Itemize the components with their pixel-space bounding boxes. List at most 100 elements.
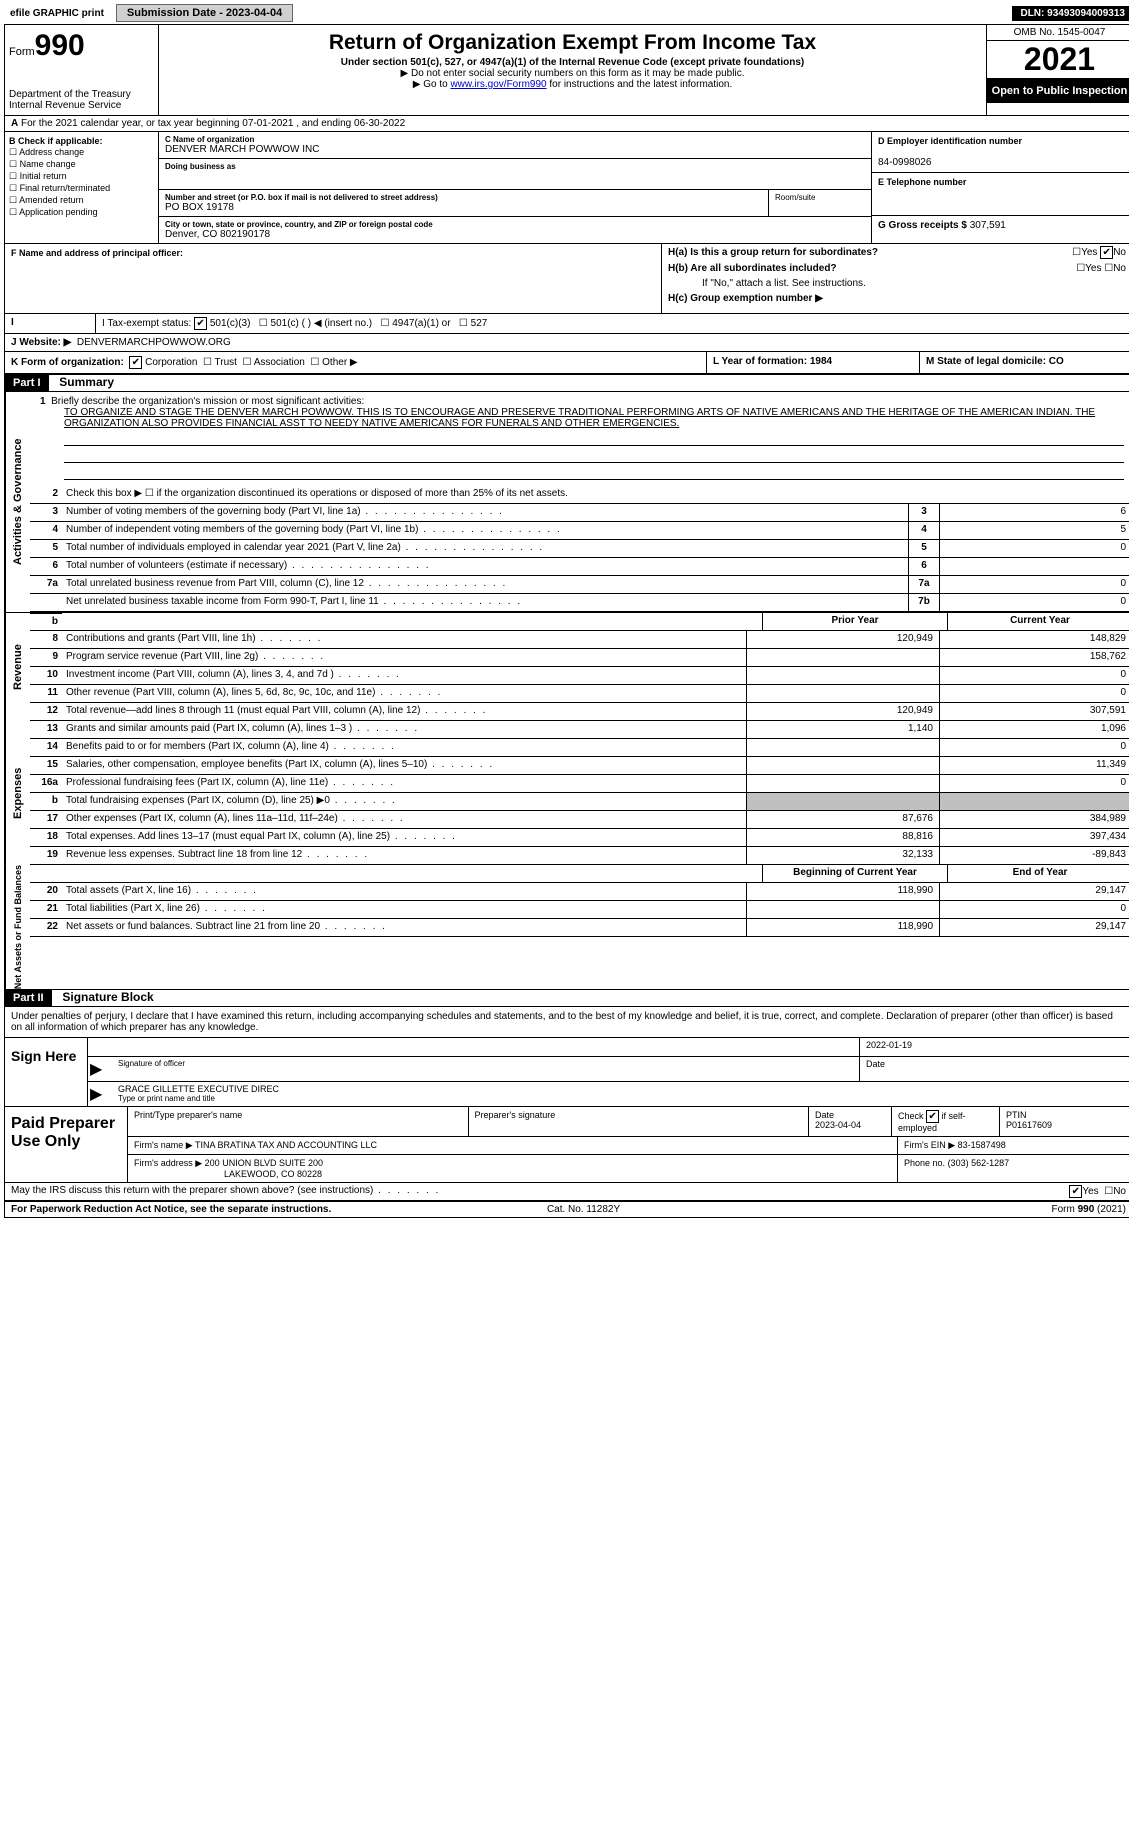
chk-application-pending[interactable]: Application pending xyxy=(9,207,154,218)
gov-line-5: 5Total number of individuals employed in… xyxy=(30,540,1129,558)
officer-value xyxy=(11,259,655,309)
chk-final-return[interactable]: Final return/terminated xyxy=(9,183,154,194)
dba-label: Doing business as xyxy=(165,162,865,171)
form-note-1: ▶ Do not enter social security numbers o… xyxy=(167,68,978,79)
officer-label: F Name and address of principal officer: xyxy=(11,248,183,258)
cat-number: Cat. No. 11282Y xyxy=(547,1204,620,1215)
form-container: Form990 Department of the Treasury Inter… xyxy=(4,24,1129,1218)
row-a-prefix: A xyxy=(11,118,18,129)
prep-h3: Date xyxy=(815,1110,834,1120)
declaration-text: Under penalties of perjury, I declare th… xyxy=(5,1007,1129,1038)
part1-badge: Part I xyxy=(5,375,49,391)
exp-line-15: 15Salaries, other compensation, employee… xyxy=(30,757,1129,775)
org-name-label: C Name of organization xyxy=(165,135,865,144)
exp-line-14: 14Benefits paid to or for members (Part … xyxy=(30,739,1129,757)
chk-501c3[interactable] xyxy=(194,317,207,330)
form-subtitle: Under section 501(c), 527, or 4947(a)(1)… xyxy=(167,57,978,68)
expenses-section: Expenses 13Grants and similar amounts pa… xyxy=(5,721,1129,865)
rev-line-10: 10Investment income (Part VIII, column (… xyxy=(30,667,1129,685)
line2-text: Check this box ▶ ☐ if the organization d… xyxy=(62,486,1129,503)
discuss-yn: Yes ☐No xyxy=(940,1183,1129,1200)
name-title-cap: Type or print name and title xyxy=(118,1094,1126,1103)
prep-h1: Print/Type preparer's name xyxy=(134,1110,242,1120)
ein-label: D Employer identification number xyxy=(878,136,1126,146)
form-ref: Form 990 (2021) xyxy=(1051,1204,1125,1215)
gov-line-6: 6Total number of volunteers (estimate if… xyxy=(30,558,1129,576)
side-net-assets: Net Assets or Fund Balances xyxy=(5,865,30,989)
col-b-checkboxes: B Check if applicable: Address change Na… xyxy=(5,132,159,243)
na-header-row: Beginning of Current Year End of Year xyxy=(30,865,1129,883)
opt-4947: 4947(a)(1) or xyxy=(392,318,450,329)
top-bar: efile GRAPHIC print Submission Date - 20… xyxy=(4,4,1129,22)
prep-date: 2023-04-04 xyxy=(815,1120,861,1130)
part2-header: Part II Signature Block xyxy=(5,989,1129,1007)
chk-initial-return[interactable]: Initial return xyxy=(9,171,154,182)
na-line-20: 20Total assets (Part X, line 16)118,9902… xyxy=(30,883,1129,901)
form-org-label: K Form of organization: xyxy=(11,357,124,368)
h-a-label: H(a) Is this a group return for subordin… xyxy=(668,247,878,258)
note2-pre: ▶ Go to xyxy=(413,79,451,90)
dln-label: DLN: 93493094009313 xyxy=(1012,6,1129,21)
submission-date-button[interactable]: Submission Date - 2023-04-04 xyxy=(116,4,293,22)
mission-blank-3 xyxy=(64,465,1124,480)
opt-trust: Trust xyxy=(215,357,237,368)
part1-title: Summary xyxy=(51,375,114,389)
irs-link[interactable]: www.irs.gov/Form990 xyxy=(450,79,546,90)
firm-addr1: 200 UNION BLVD SUITE 200 xyxy=(205,1158,323,1168)
opt-501c: 501(c) ( ) ◀ (insert no.) xyxy=(271,318,373,329)
na-line-21: 21Total liabilities (Part X, line 26)0 xyxy=(30,901,1129,919)
rev-line-8: 8Contributions and grants (Part VIII, li… xyxy=(30,631,1129,649)
city-value: Denver, CO 802190178 xyxy=(165,229,270,240)
officer-name: GRACE GILLETTE EXECUTIVE DIREC xyxy=(118,1084,279,1094)
firm-addr2: LAKEWOOD, CO 80228 xyxy=(134,1169,322,1179)
tax-status-label: I Tax-exempt status: xyxy=(102,318,191,329)
block-bcd: B Check if applicable: Address change Na… xyxy=(5,132,1129,244)
h-a-no-checkbox[interactable] xyxy=(1100,246,1113,259)
col-h-group: H(a) Is this a group return for subordin… xyxy=(662,244,1129,313)
ptin-value: P01617609 xyxy=(1006,1120,1052,1130)
firm-name-label: Firm's name ▶ xyxy=(134,1140,193,1150)
chk-corporation[interactable] xyxy=(129,356,142,369)
prep-h2: Preparer's signature xyxy=(475,1110,556,1120)
chk-amended-return[interactable]: Amended return xyxy=(9,195,154,206)
side-expenses: Expenses xyxy=(5,721,30,865)
gov-line-4: 4Number of independent voting members of… xyxy=(30,522,1129,540)
gov-line-7a: 7aTotal unrelated business revenue from … xyxy=(30,576,1129,594)
h-b-yn: ☐Yes ☐No xyxy=(1076,263,1126,274)
addr-value: PO BOX 19178 xyxy=(165,202,234,213)
page-footer: For Paperwork Reduction Act Notice, see … xyxy=(5,1201,1129,1217)
exp-line-18: 18Total expenses. Add lines 13–17 (must … xyxy=(30,829,1129,847)
gross-value: 307,591 xyxy=(970,220,1006,231)
chk-discuss-yes[interactable] xyxy=(1069,1185,1082,1198)
chk-address-change[interactable]: Address change xyxy=(9,147,154,158)
chk-self-employed[interactable] xyxy=(926,1110,939,1123)
year-header-row: b Prior Year Current Year xyxy=(30,613,1129,631)
header-right: OMB No. 1545-0047 2021 Open to Public In… xyxy=(986,25,1129,115)
firm-phone: (303) 562-1287 xyxy=(948,1158,1010,1168)
dept-label: Department of the Treasury xyxy=(9,89,154,100)
firm-addr-label: Firm's address ▶ xyxy=(134,1158,202,1168)
prep-check-pre: Check xyxy=(898,1111,924,1121)
opt-527: 527 xyxy=(471,318,488,329)
block-fh: F Name and address of principal officer:… xyxy=(5,244,1129,314)
header-left: Form990 Department of the Treasury Inter… xyxy=(5,25,159,115)
part2-badge: Part II xyxy=(5,990,52,1006)
col-f-officer: F Name and address of principal officer: xyxy=(5,244,662,313)
paid-preparer-label: Paid Preparer Use Only xyxy=(5,1107,128,1182)
form-title: Return of Organization Exempt From Incom… xyxy=(167,31,978,55)
mission-blank-1 xyxy=(64,431,1124,446)
end-year-header: End of Year xyxy=(947,865,1129,882)
pra-notice: For Paperwork Reduction Act Notice, see … xyxy=(11,1204,331,1215)
side-governance: Activities & Governance xyxy=(5,392,30,612)
line-2: 2Check this box ▶ ☐ if the organization … xyxy=(30,486,1129,504)
chk-name-change[interactable]: Name change xyxy=(9,159,154,170)
gov-line-7b: Net unrelated business taxable income fr… xyxy=(30,594,1129,612)
tax-status-options: I Tax-exempt status: 501(c)(3) ☐ 501(c) … xyxy=(96,314,1129,333)
website-value: DENVERMARCHPOWWOW.ORG xyxy=(77,337,231,348)
prep-h5: PTIN xyxy=(1006,1110,1027,1120)
opt-corp: Corporation xyxy=(145,357,197,368)
arrow-icon-2: ▶ xyxy=(88,1082,112,1106)
form-note-2: ▶ Go to www.irs.gov/Form990 for instruct… xyxy=(167,79,978,90)
discuss-question: May the IRS discuss this return with the… xyxy=(11,1185,373,1196)
col-b-title: B Check if applicable: xyxy=(9,136,103,146)
